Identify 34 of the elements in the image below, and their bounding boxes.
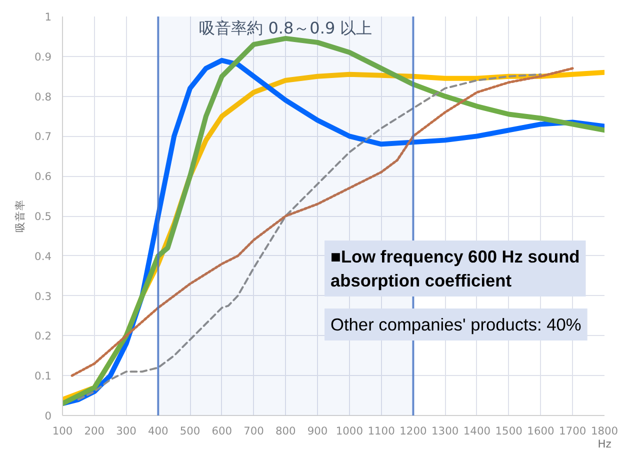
y-tick-label: 0.6	[34, 170, 52, 184]
x-tick-label: 300	[116, 424, 137, 438]
x-tick-label: 1700	[559, 424, 586, 438]
y-tick-label: 0.3	[34, 290, 52, 303]
y-tick-label: 0	[44, 410, 52, 422]
x-tick-label: 400	[148, 424, 169, 438]
x-tick-label: 1100	[368, 424, 396, 438]
x-tick-label: 1200	[400, 424, 427, 438]
x-axis-title: Hz	[598, 438, 612, 450]
x-tick-label: 1600	[527, 424, 555, 438]
x-tick-label: 600	[212, 424, 232, 438]
x-tick-label: 1000	[336, 424, 364, 438]
x-tick-label: 700	[244, 424, 264, 438]
y-tick-label: 0.1	[34, 370, 52, 383]
x-tick-label: 1500	[495, 424, 523, 438]
y-axis-title: 吸音率	[14, 200, 27, 232]
x-tick-label: 200	[84, 424, 105, 438]
annotation: ■Low frequency 600 Hz sound absorption coefficient	[330, 246, 580, 290]
x-tick-label: 800	[276, 424, 296, 438]
x-tick-label: 900	[307, 424, 328, 438]
x-tick-label: 100	[52, 424, 73, 438]
y-tick-label: 0.7	[34, 130, 52, 144]
y-tick-label: 1	[44, 10, 52, 24]
x-tick-label: 1400	[463, 424, 491, 438]
y-tick-label: 0.2	[34, 330, 52, 343]
y-tick-label: 0.8	[34, 90, 52, 104]
x-tick-label: 1800	[590, 424, 618, 438]
x-tick-label: 1300	[432, 424, 459, 438]
annotation: Other companies' products: 40%	[330, 314, 582, 334]
y-tick-label: 0.4	[34, 250, 52, 263]
x-tick-label: 500	[180, 424, 200, 438]
y-tick-label: 0.9	[34, 50, 52, 64]
y-tick-label: 0.5	[34, 210, 52, 223]
band-label: 吸音率約 0.8～0.9 以上	[199, 18, 372, 38]
